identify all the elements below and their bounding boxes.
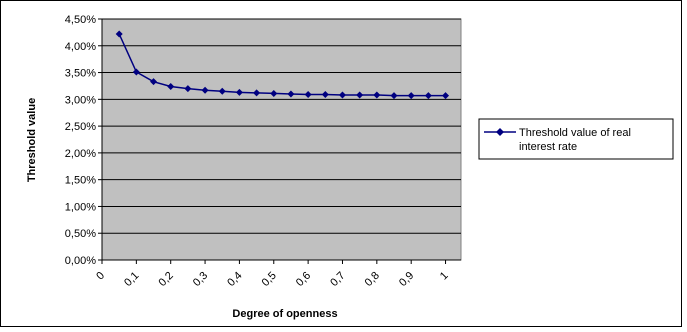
legend: Threshold value of real interest rate bbox=[478, 118, 674, 160]
legend-label: Threshold value of real interest rate bbox=[519, 127, 631, 153]
x-tick-label: 0,5 bbox=[260, 270, 279, 289]
y-tick-label: 4,00% bbox=[65, 41, 96, 53]
y-tick-label: 3,50% bbox=[65, 68, 96, 80]
data-point-marker bbox=[390, 92, 398, 100]
y-axis-ticks: 0,00% 0,50% 1,00% 1,50% 2,00% 2,50% 3,00% 3,50%… bbox=[65, 14, 461, 267]
y-tick-label: 3,00% bbox=[65, 94, 96, 106]
series-layer bbox=[115, 30, 450, 100]
y-tick-label: 2,00% bbox=[65, 148, 96, 160]
data-point-marker bbox=[321, 91, 329, 99]
x-axis-ticks: 0 0,1 0,2 0,3 0,4 0,5 0,6 0,7 0,8 0,9 1 bbox=[94, 260, 451, 289]
data-point-marker bbox=[304, 91, 312, 99]
chart-frame: 0,00% 0,50% 1,00% 1,50% 2,00% 2,50% 3,00% 3,50%… bbox=[0, 0, 682, 327]
y-tick-label: 4,50% bbox=[65, 14, 96, 26]
y-tick-label: 1,50% bbox=[65, 175, 96, 187]
gridlines bbox=[102, 18, 461, 234]
y-tick-label: 2,50% bbox=[65, 121, 96, 133]
legend-marker-diamond bbox=[496, 128, 504, 136]
data-point-marker bbox=[407, 92, 415, 100]
x-tick-label: 0,7 bbox=[328, 270, 347, 289]
x-tick-label: 0,8 bbox=[363, 270, 382, 289]
data-point-marker bbox=[184, 85, 192, 93]
data-point-marker bbox=[356, 91, 364, 99]
data-point-marker bbox=[167, 82, 175, 90]
data-point-marker bbox=[150, 78, 158, 86]
x-tick-label: 1 bbox=[438, 270, 451, 283]
x-tick-label: 0,3 bbox=[191, 270, 210, 289]
data-point-marker bbox=[253, 89, 261, 97]
x-tick-label: 0,6 bbox=[294, 270, 313, 289]
data-point-marker bbox=[132, 68, 140, 76]
x-tick-label: 0 bbox=[94, 270, 107, 283]
x-tick-label: 0,2 bbox=[157, 270, 176, 289]
data-point-marker bbox=[442, 92, 450, 100]
data-point-marker bbox=[270, 89, 278, 97]
x-axis-title: Degree of openness bbox=[232, 308, 337, 320]
y-tick-label: 0,00% bbox=[65, 255, 96, 267]
data-point-marker bbox=[338, 91, 346, 99]
threshold-line-chart: 0,00% 0,50% 1,00% 1,50% 2,00% 2,50% 3,00% 3,50%… bbox=[26, 14, 674, 320]
data-point-marker bbox=[373, 91, 381, 99]
y-axis-title: Threshold value bbox=[26, 98, 38, 182]
x-tick-label: 0,9 bbox=[397, 270, 416, 289]
data-point-marker bbox=[287, 90, 295, 98]
data-point-marker bbox=[424, 92, 432, 100]
x-tick-label: 0,1 bbox=[122, 270, 141, 289]
data-point-marker bbox=[218, 87, 226, 95]
legend-box bbox=[478, 118, 674, 160]
y-tick-label: 0,50% bbox=[65, 228, 96, 240]
x-tick-label: 0,4 bbox=[225, 270, 244, 289]
plot-area bbox=[101, 18, 462, 261]
data-point-marker bbox=[235, 88, 243, 96]
y-tick-label: 1,00% bbox=[65, 201, 96, 213]
data-point-marker bbox=[115, 30, 123, 38]
data-point-marker bbox=[201, 86, 209, 94]
